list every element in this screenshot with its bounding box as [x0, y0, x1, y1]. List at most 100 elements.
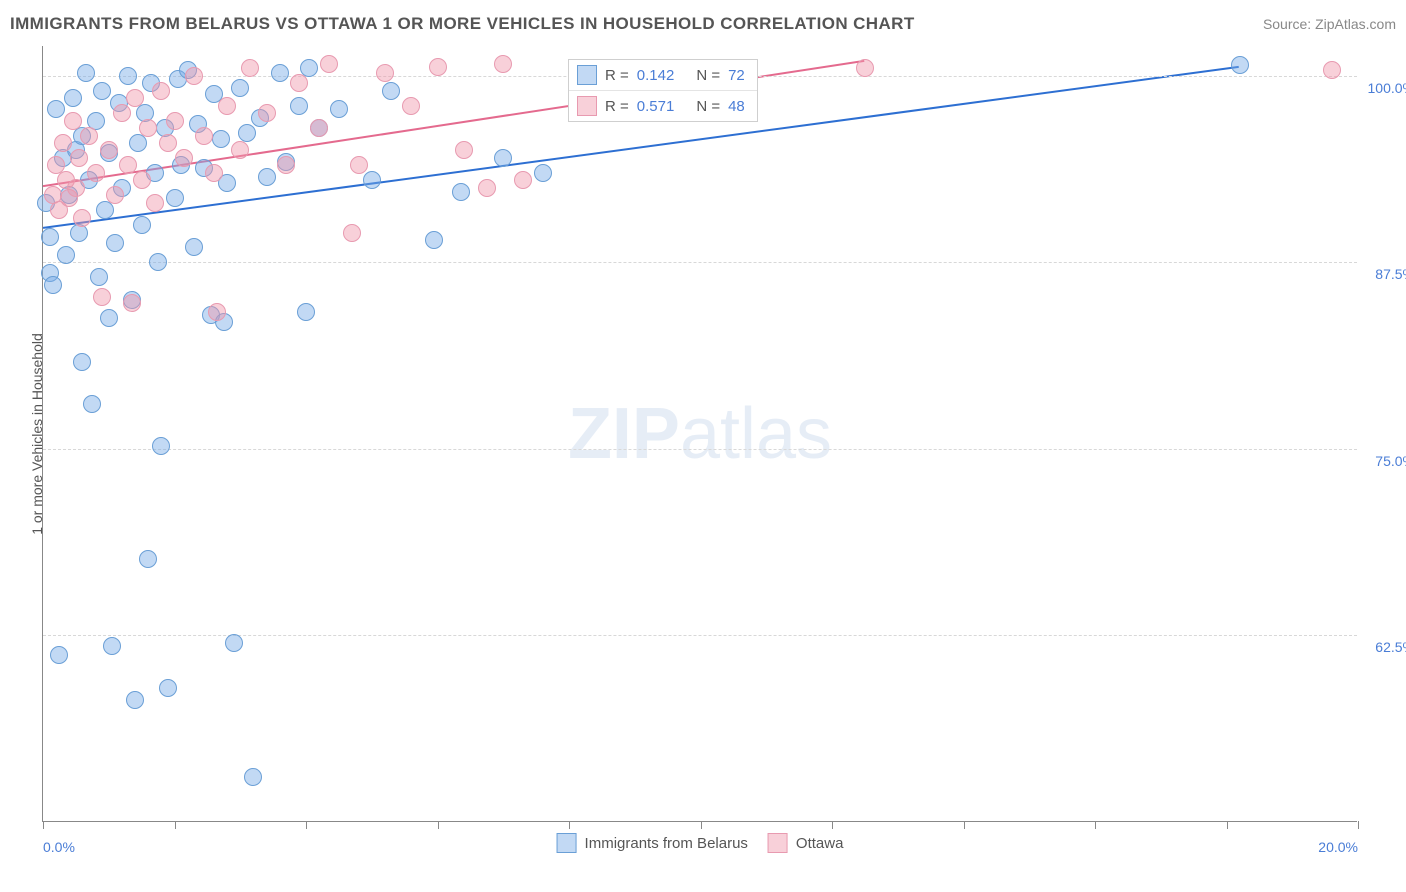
scatter-point [106, 186, 124, 204]
x-tick [438, 821, 439, 829]
scatter-point [478, 179, 496, 197]
legend-swatch [768, 833, 788, 853]
scatter-point [64, 112, 82, 130]
scatter-point [159, 134, 177, 152]
x-tick [1227, 821, 1228, 829]
legend-swatch [577, 65, 597, 85]
series-legend-item: Ottawa [768, 833, 844, 853]
scatter-point [376, 64, 394, 82]
scatter-point [100, 309, 118, 327]
legend-swatch [577, 96, 597, 116]
scatter-point [123, 294, 141, 312]
scatter-point [80, 127, 98, 145]
scatter-point [290, 74, 308, 92]
scatter-point [205, 164, 223, 182]
scatter-point [139, 550, 157, 568]
scatter-point [175, 149, 193, 167]
scatter-point [126, 691, 144, 709]
scatter-point [133, 171, 151, 189]
scatter-point [425, 231, 443, 249]
scatter-point [87, 164, 105, 182]
y-tick-label: 87.5% [1375, 266, 1406, 282]
scatter-point [77, 64, 95, 82]
scatter-point [185, 67, 203, 85]
scatter-point [514, 171, 532, 189]
scatter-point [106, 234, 124, 252]
scatter-point [241, 59, 259, 77]
scatter-point [54, 134, 72, 152]
scatter-point [277, 156, 295, 174]
x-tick-label: 0.0% [43, 839, 75, 855]
scatter-point [185, 238, 203, 256]
scatter-point [350, 156, 368, 174]
source-credit: Source: ZipAtlas.com [1263, 16, 1396, 32]
scatter-point [455, 141, 473, 159]
scatter-point [159, 679, 177, 697]
series-legend-label: Ottawa [796, 835, 844, 852]
series-legend-label: Immigrants from Belarus [585, 835, 748, 852]
scatter-point [212, 130, 230, 148]
x-tick [43, 821, 44, 829]
scatter-point [195, 127, 213, 145]
scatter-point [310, 119, 328, 137]
stats-legend-row: R =0.142N =72 [569, 60, 757, 91]
scatter-point [47, 100, 65, 118]
scatter-point [149, 253, 167, 271]
stat-r-label: R = [605, 98, 629, 115]
scatter-point [258, 168, 276, 186]
series-legend-item: Immigrants from Belarus [557, 833, 748, 853]
watermark-bold: ZIP [568, 394, 680, 474]
scatter-point [146, 194, 164, 212]
gridline [43, 449, 1357, 450]
scatter-point [73, 209, 91, 227]
watermark-light: atlas [680, 394, 832, 474]
y-tick-label: 62.5% [1375, 639, 1406, 655]
stat-r-value: 0.571 [637, 98, 675, 115]
scatter-point [100, 141, 118, 159]
legend-swatch [557, 833, 577, 853]
scatter-point [1323, 61, 1341, 79]
stat-n-label: N = [696, 67, 720, 84]
scatter-point [152, 437, 170, 455]
scatter-point [297, 303, 315, 321]
series-legend: Immigrants from Belarus Ottawa [557, 833, 844, 853]
scatter-point [41, 228, 59, 246]
scatter-point [494, 149, 512, 167]
plot-area: 1 or more Vehicles in Household ZIPatlas… [42, 46, 1357, 822]
scatter-point [238, 124, 256, 142]
scatter-point [208, 303, 226, 321]
scatter-point [382, 82, 400, 100]
scatter-point [320, 55, 338, 73]
x-tick [1095, 821, 1096, 829]
scatter-point [90, 268, 108, 286]
scatter-point [152, 82, 170, 100]
scatter-point [429, 58, 447, 76]
scatter-point [166, 189, 184, 207]
stats-legend-row: R =0.571N =48 [569, 91, 757, 121]
stat-n-value: 72 [728, 67, 745, 84]
scatter-point [1231, 56, 1249, 74]
stats-legend: R =0.142N =72R =0.571N =48 [568, 59, 758, 122]
x-tick [569, 821, 570, 829]
y-axis-label: 1 or more Vehicles in Household [29, 333, 45, 535]
scatter-point [119, 156, 137, 174]
y-tick-label: 75.0% [1375, 453, 1406, 469]
scatter-point [271, 64, 289, 82]
x-tick [175, 821, 176, 829]
scatter-point [133, 216, 151, 234]
scatter-point [44, 276, 62, 294]
scatter-point [73, 353, 91, 371]
y-tick-label: 100.0% [1368, 80, 1406, 96]
scatter-point [231, 79, 249, 97]
x-tick [701, 821, 702, 829]
chart-title: IMMIGRANTS FROM BELARUS VS OTTAWA 1 OR M… [10, 14, 915, 34]
scatter-point [225, 634, 243, 652]
x-tick-label: 20.0% [1318, 839, 1358, 855]
scatter-point [452, 183, 470, 201]
stat-r-label: R = [605, 67, 629, 84]
scatter-point [139, 119, 157, 137]
scatter-point [856, 59, 874, 77]
x-tick [832, 821, 833, 829]
scatter-point [494, 55, 512, 73]
stat-n-value: 48 [728, 98, 745, 115]
